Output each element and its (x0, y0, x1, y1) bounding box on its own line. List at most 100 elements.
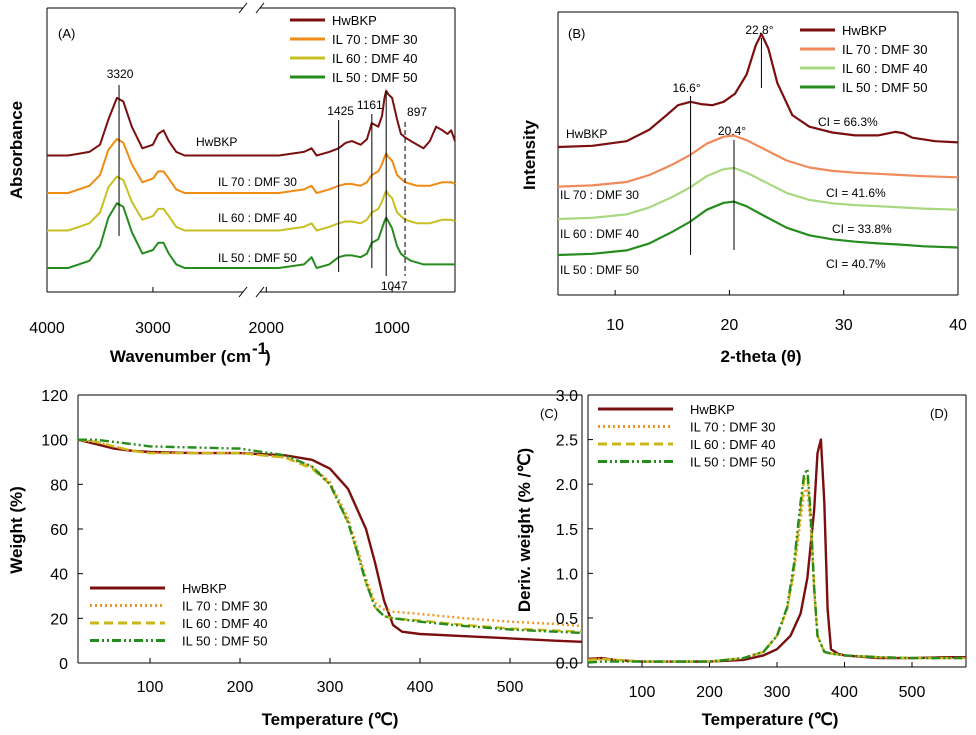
panel-b-y-axis-label: Intensity (520, 120, 539, 190)
panel-c-y-tick-label: 120 (41, 388, 68, 405)
panel-d-y-tick-label: 2.5 (556, 433, 578, 450)
panel-c-series-line (77, 438, 583, 633)
panel-a-x-axis-label-close: ) (265, 347, 271, 366)
panel-a-series-line (47, 89, 456, 157)
panel-c-y-tick-label: 0 (59, 656, 68, 673)
panel-a-legend-label: IL 60 : DMF 40 (332, 51, 418, 66)
panel-d-x-tick-label: 500 (899, 684, 926, 701)
panel-b-series-label: IL 70 : DMF 30 (560, 188, 639, 202)
panel-c-series-line (77, 438, 583, 643)
panel-b-series-line (557, 200, 959, 257)
panel-d-y-tick-label: 0.5 (556, 611, 578, 628)
panel-b-legend-label: IL 50 : DMF 50 (842, 80, 928, 95)
panel-d-legend-label: HwBKP (690, 402, 735, 417)
panel-a-legend-label: HwBKP (332, 13, 377, 28)
panel-b-crystallinity-label: CI = 66.3% (818, 115, 878, 129)
panel-d-legend-label: IL 70 : DMF 30 (690, 420, 776, 435)
panel-c-y-tick-label: 100 (41, 433, 68, 450)
panel-c-x-axis-label: Temperature (℃) (262, 710, 399, 729)
panel-a-x-tick-label: 1000 (374, 320, 410, 337)
panel-d-y-tick-label: 3.0 (556, 388, 578, 405)
panel-b-crystallinity-label: CI = 41.6% (826, 186, 886, 200)
panel-a-peak-label: 1047 (381, 279, 408, 293)
panel-c-legend-label: HwBKP (182, 581, 227, 596)
panel-c-legend-label: IL 60 : DMF 40 (182, 616, 268, 631)
panel-a-axis-break-mark (238, 2, 248, 14)
panel-b-label: (B) (568, 26, 585, 41)
panel-a-series-line (47, 175, 456, 232)
panel-c-y-tick-label: 20 (50, 611, 68, 628)
panel-a-peak-label: 897 (407, 105, 427, 119)
panel-b-x-tick-label: 30 (835, 317, 853, 334)
panel-a-peak-label: 1425 (327, 104, 354, 118)
panel-d-x-tick-label: 200 (696, 684, 723, 701)
panel-c-x-tick-label: 400 (407, 679, 434, 696)
panel-b-peak-label: 20.4° (718, 124, 746, 138)
panel-c-y-axis-label: Weight (%) (7, 486, 26, 574)
panel-b-series-label: IL 60 : DMF 40 (560, 227, 639, 241)
panel-b-peak-label: 16.6° (672, 81, 700, 95)
panel-a-x-axis-label-superscript: -1 (252, 339, 267, 358)
panel-a-series-line (47, 202, 455, 269)
panel-a-x-tick-label: 3000 (135, 320, 171, 337)
panel-a-axis-break-mark (238, 286, 248, 298)
panel-b-peak-label: 22.8° (745, 23, 773, 37)
panel-a-x-tick-label: 2000 (248, 320, 284, 337)
panel-d-y-axis-label: Deriv. weight (% /℃) (515, 448, 534, 612)
panel-a-series-label: IL 50 : DMF 50 (218, 251, 297, 265)
panel-b-x-tick-label: 40 (949, 317, 967, 334)
panel-d-series-line (587, 438, 966, 663)
panel-a-axis-break-mark (255, 286, 265, 298)
panel-d-x-axis-label: Temperature (℃) (702, 710, 839, 729)
panel-a-peak-label: 3320 (107, 67, 134, 81)
panel-a-legend-label: IL 50 : DMF 50 (332, 70, 418, 85)
panel-c-x-tick-label: 200 (227, 679, 254, 696)
panel-d-x-tick-label: 300 (764, 684, 791, 701)
panel-c-x-tick-label: 100 (137, 679, 164, 696)
panel-d-series-line (587, 467, 966, 664)
panel-a-legend-label: IL 70 : DMF 30 (332, 32, 418, 47)
panel-b-series-line (557, 134, 959, 188)
panel-b-legend-label: IL 60 : DMF 40 (842, 61, 928, 76)
panel-b-x-tick-label: 20 (721, 317, 739, 334)
panel-d-legend-label: IL 60 : DMF 40 (690, 437, 776, 452)
panel-a-y-axis-label: Absorbance (7, 101, 26, 199)
panel-c-legend-label: IL 50 : DMF 50 (182, 634, 268, 649)
panel-c-y-tick-label: 40 (50, 567, 68, 584)
panel-a-label: (A) (58, 26, 75, 41)
panel-b-legend-label: HwBKP (842, 23, 887, 38)
panel-a-x-tick-label: 4000 (29, 320, 65, 337)
panel-d-y-tick-label: 1.5 (556, 522, 578, 539)
panel-a-series-line (47, 138, 456, 194)
panel-b-series-line (557, 32, 959, 149)
panel-a-series-label: HwBKP (196, 135, 237, 149)
panel-a-series-label: IL 70 : DMF 30 (218, 175, 297, 189)
panel-d-legend-label: IL 50 : DMF 50 (690, 455, 776, 470)
panel-a-series-label: IL 60 : DMF 40 (218, 211, 297, 225)
panel-d-y-tick-label: 2.0 (556, 477, 578, 494)
panel-c-legend-label: IL 70 : DMF 30 (182, 599, 268, 614)
panel-b-series-label: HwBKP (566, 127, 607, 141)
panel-c-x-tick-label: 300 (317, 679, 344, 696)
panel-b-crystallinity-label: CI = 40.7% (826, 257, 886, 271)
panel-b-crystallinity-label: CI = 33.8% (832, 222, 892, 236)
panel-c-y-tick-label: 60 (50, 522, 68, 539)
panel-b-legend-label: IL 70 : DMF 30 (842, 42, 928, 57)
panel-a-peak-label: 1161 (357, 98, 383, 112)
panel-d-x-tick-label: 400 (831, 684, 858, 701)
panel-d-x-tick-label: 100 (629, 684, 656, 701)
panel-b-x-tick-label: 10 (606, 317, 624, 334)
panel-d-label: (D) (930, 406, 948, 421)
panel-c-series-line (78, 438, 583, 635)
panel-b-series-label: IL 50 : DMF 50 (560, 263, 639, 277)
panel-b-series-line (557, 166, 959, 221)
panel-d-y-tick-label: 0.0 (556, 656, 578, 673)
panel-a-axis-break-mark (255, 2, 265, 14)
panel-d-y-tick-label: 1.0 (556, 566, 578, 583)
panel-c-y-tick-label: 80 (50, 477, 68, 494)
panel-a-x-axis-label: Wavenumber (cm (110, 347, 251, 366)
panel-c-x-tick-label: 500 (497, 679, 524, 696)
panel-b-x-axis-label: 2-theta (θ) (721, 347, 802, 366)
panel-c-label: (C) (540, 406, 558, 421)
